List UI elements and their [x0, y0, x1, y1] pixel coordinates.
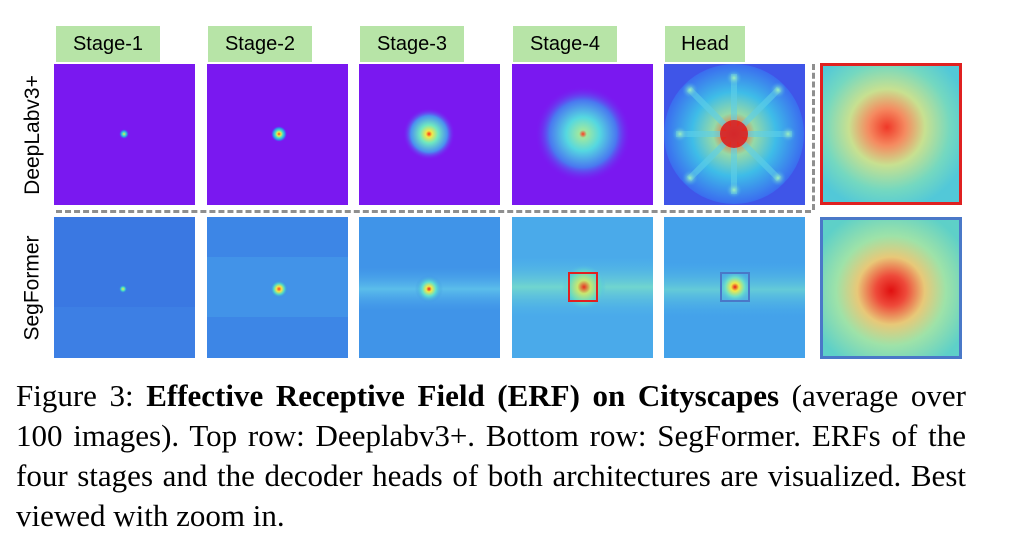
row-separator [56, 210, 811, 213]
row-label-deeplab: DeepLabv3+ [21, 74, 44, 195]
zoomed-erf-segformer [820, 217, 962, 359]
erf-figure: Stage-1 Stage-2 Stage-3 Stage-4 Head Dee… [21, 26, 962, 359]
column-label-head: Head [665, 26, 745, 62]
erf-segformer-stage-4 [512, 217, 653, 358]
erf-deeplab-stage-1 [54, 64, 195, 205]
zoom-region-blue [720, 272, 750, 302]
caption-title: Effective Receptive Field (ERF) on Citys… [146, 378, 780, 413]
column-label-stage-3: Stage-3 [360, 26, 464, 62]
caption-prefix: Figure 3: [16, 378, 147, 413]
column-label-stage-1: Stage-1 [56, 26, 160, 62]
erf-deeplab-stage-4 [512, 64, 653, 205]
column-label-stage-2: Stage-2 [208, 26, 312, 62]
erf-segformer-stage-3 [359, 217, 500, 358]
figure-caption: Figure 3: Effective Receptive Field (ERF… [16, 376, 966, 536]
caption-body: (average over 100 images). Top row: Deep… [16, 378, 966, 533]
column-separator [812, 64, 815, 210]
erf-deeplab-head [664, 64, 805, 205]
erf-deeplab-stage-2 [207, 64, 348, 205]
erf-segformer-head [664, 217, 805, 358]
erf-segformer-stage-1 [54, 217, 195, 358]
column-label-stage-4: Stage-4 [513, 26, 617, 62]
zoomed-erf-deeplab [820, 63, 962, 205]
erf-deeplab-stage-3 [359, 64, 500, 205]
zoom-region-red [568, 272, 598, 302]
erf-segformer-stage-2 [207, 217, 348, 358]
row-label-segformer: SegFormer [21, 234, 44, 341]
